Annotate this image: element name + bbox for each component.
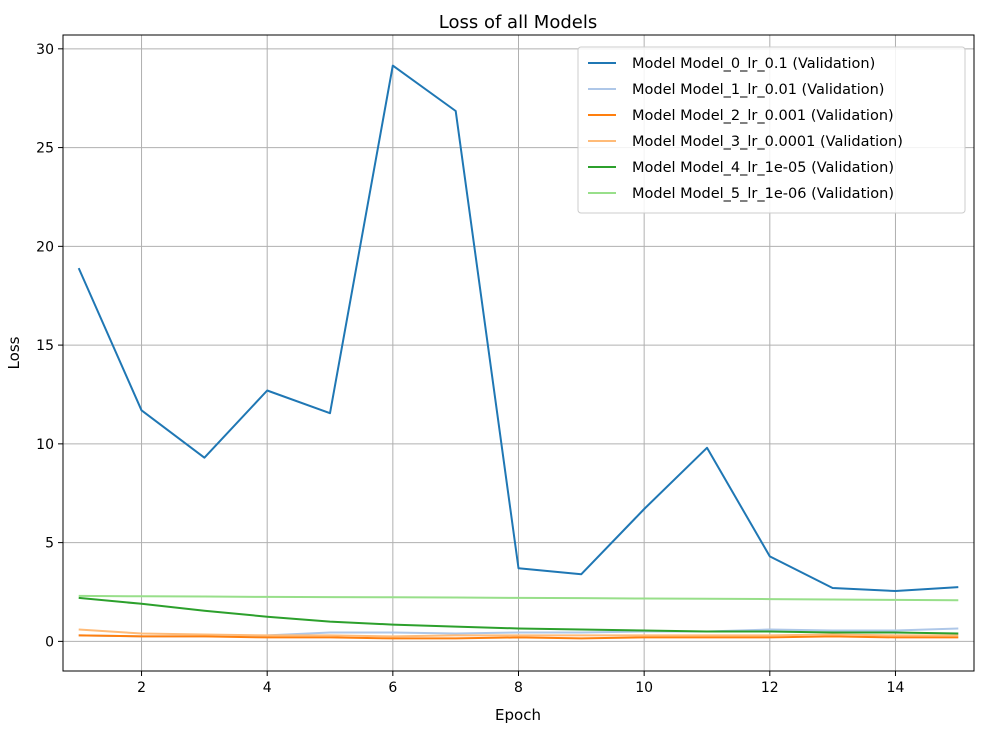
series-line-3 bbox=[78, 628, 959, 638]
legend-label-4: Model Model_4_lr_1e-05 (Validation) bbox=[632, 160, 894, 176]
x-tick-label: 6 bbox=[388, 680, 397, 696]
chart-title: Loss of all Models bbox=[439, 12, 597, 33]
y-tick-label: 20 bbox=[36, 239, 54, 255]
x-tick-label: 8 bbox=[514, 680, 523, 696]
series-line-0 bbox=[77, 64, 959, 592]
legend-label-5: Model Model_5_lr_1e-06 (Validation) bbox=[632, 186, 894, 202]
legend-label-3: Model Model_3_lr_0.0001 (Validation) bbox=[632, 134, 903, 150]
legend: Model Model_0_lr_0.1 (Validation) Model M… bbox=[577, 46, 966, 214]
x-tick-label: 10 bbox=[635, 680, 653, 696]
y-axis-label: Loss bbox=[5, 336, 23, 369]
series-line-2 bbox=[78, 634, 959, 640]
legend-box bbox=[577, 46, 966, 214]
y-tick-label: 30 bbox=[36, 42, 54, 58]
x-tick-label: 12 bbox=[761, 680, 779, 696]
x-axis-label: Epoch bbox=[495, 706, 541, 724]
x-tick-label: 14 bbox=[887, 680, 905, 696]
grid-lines bbox=[63, 35, 974, 671]
series-line-4 bbox=[78, 596, 959, 635]
y-tick-label: 5 bbox=[45, 536, 54, 552]
y-tick-label: 15 bbox=[36, 338, 54, 354]
y-tick-label: 0 bbox=[45, 634, 54, 650]
y-tick-label: 10 bbox=[36, 437, 54, 453]
x-tick-label: 2 bbox=[137, 680, 146, 696]
y-axis-ticks: 0 5 10 15 20 25 30 bbox=[36, 42, 63, 650]
legend-label-1: Model Model_1_lr_0.01 (Validation) bbox=[632, 82, 884, 98]
x-tick-label: 4 bbox=[263, 680, 272, 696]
series-line-5 bbox=[78, 594, 959, 602]
y-tick-label: 25 bbox=[36, 141, 54, 157]
legend-label-2: Model Model_2_lr_0.001 (Validation) bbox=[632, 108, 894, 124]
x-axis-ticks: 2 4 6 8 10 12 14 bbox=[137, 671, 904, 696]
legend-label-0: Model Model_0_lr_0.1 (Validation) bbox=[632, 56, 875, 72]
series-lines bbox=[77, 64, 959, 640]
